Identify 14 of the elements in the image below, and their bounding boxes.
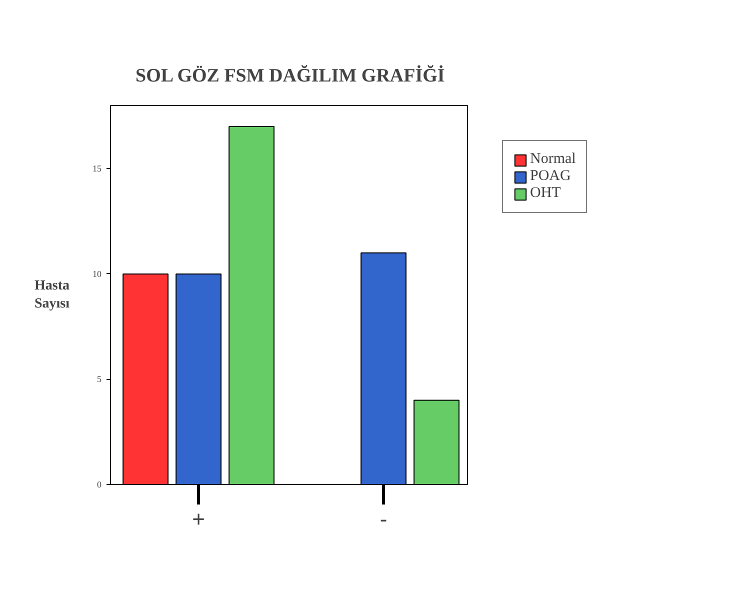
y-tick-label: 15	[92, 164, 102, 174]
legend-label: OHT	[530, 185, 561, 202]
y-tick-label: 5	[97, 374, 102, 384]
bar	[122, 273, 169, 484]
legend-label: POAG	[530, 168, 571, 185]
y-tick-label: 10	[92, 268, 102, 279]
y-tick-label: 0	[97, 480, 102, 490]
x-tick-label: -	[380, 506, 388, 532]
y-axis-title: Hasta Sayısı	[34, 278, 70, 312]
x-tick-label: +	[192, 506, 205, 532]
bar	[228, 126, 275, 484]
legend-label: Normal	[530, 151, 576, 168]
chart-title: SOL GÖZ FSM DAĞILIM GRAFİĞİ	[136, 64, 445, 86]
bar	[414, 400, 460, 484]
